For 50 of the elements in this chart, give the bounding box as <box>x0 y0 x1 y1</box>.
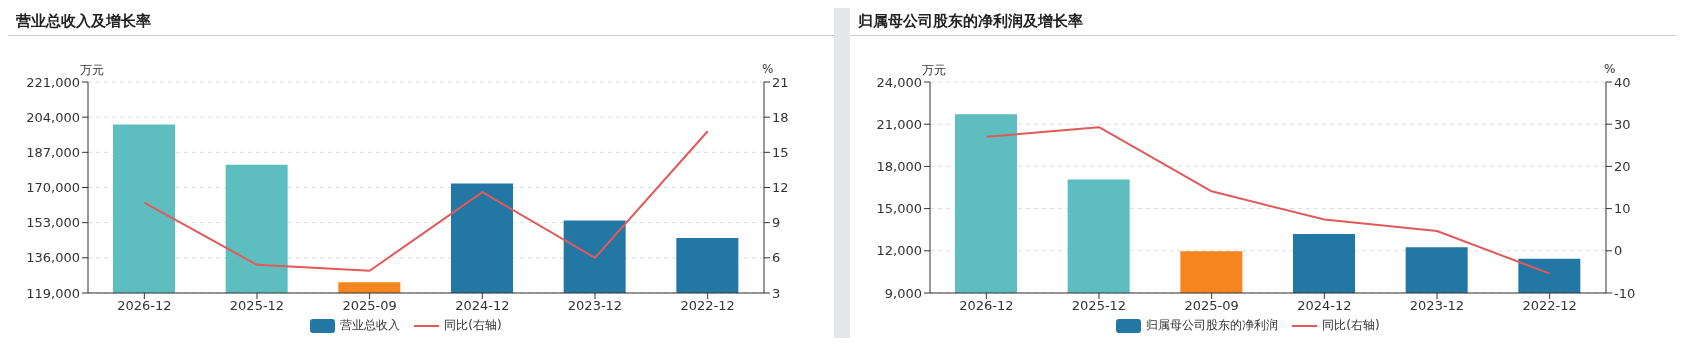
y-tick-label: 204,000 <box>26 109 80 125</box>
chart-title: 营业总收入及增长率 <box>8 8 834 36</box>
x-tick-label: 2024-12 <box>1297 298 1352 314</box>
legend-label: 归属母公司股东的净利润 <box>1146 317 1279 334</box>
y-tick-label: 18,000 <box>876 159 922 175</box>
x-tick-label: 2026-12 <box>117 298 172 314</box>
y-tick-label: 119,000 <box>26 285 80 301</box>
y-tick-label: 12,000 <box>876 243 922 259</box>
y2-tick-label: 15 <box>772 144 789 160</box>
y2-tick-label: 6 <box>772 250 781 266</box>
y-axis-title: 万元 <box>80 62 104 79</box>
y-tick-label: 187,000 <box>26 144 80 160</box>
x-tick-label: 2022-12 <box>1522 298 1577 314</box>
x-tick-label: 2024-12 <box>455 298 510 314</box>
x-tick-label: 2026-12 <box>959 298 1014 314</box>
y2-tick-label: 30 <box>1614 116 1631 132</box>
chart-title: 归属母公司股东的净利润及增长率 <box>850 8 1676 36</box>
line-series <box>143 130 709 272</box>
y-tick-label: 170,000 <box>26 180 80 196</box>
y2-tick-label: 20 <box>1614 159 1631 175</box>
y-axis-title: 万元 <box>922 62 946 79</box>
x-tick-label: 2022-12 <box>680 298 735 314</box>
legend-label: 同比(右轴) <box>444 317 502 334</box>
y-tick-label: 153,000 <box>26 215 80 231</box>
y2-tick-label: 10 <box>1614 201 1631 217</box>
legend-label: 同比(右轴) <box>1322 317 1380 334</box>
y2-tick-label: 9 <box>772 215 781 231</box>
y2-tick-label: 40 <box>1614 74 1631 90</box>
y2-tick-label: 0 <box>1614 243 1623 259</box>
x-tick-label: 2023-12 <box>567 298 623 314</box>
line-series <box>985 126 1551 275</box>
y2-axis-title: % <box>762 62 774 76</box>
y-tick-label: 15,000 <box>876 201 922 217</box>
y2-tick-label: 3 <box>772 285 781 301</box>
y2-tick-label: 18 <box>772 109 789 125</box>
y2-tick-label: -10 <box>1614 285 1636 301</box>
y-tick-label: 221,000 <box>26 74 80 90</box>
y2-tick-label: 21 <box>772 74 789 90</box>
x-tick-label: 2025-09 <box>342 298 397 314</box>
x-tick-label: 2025-12 <box>229 298 285 314</box>
x-tick-label: 2025-12 <box>1071 298 1127 314</box>
y-tick-label: 21,000 <box>876 116 922 132</box>
y-tick-label: 136,000 <box>26 250 80 266</box>
x-tick-label: 2023-12 <box>1409 298 1465 314</box>
y2-axis-title: % <box>1604 62 1616 76</box>
x-tick-label: 2025-09 <box>1184 298 1239 314</box>
y-tick-label: 9,000 <box>884 285 922 301</box>
y2-tick-label: 12 <box>772 180 789 196</box>
y-tick-label: 24,000 <box>876 74 922 90</box>
legend-label: 营业总收入 <box>340 317 401 334</box>
